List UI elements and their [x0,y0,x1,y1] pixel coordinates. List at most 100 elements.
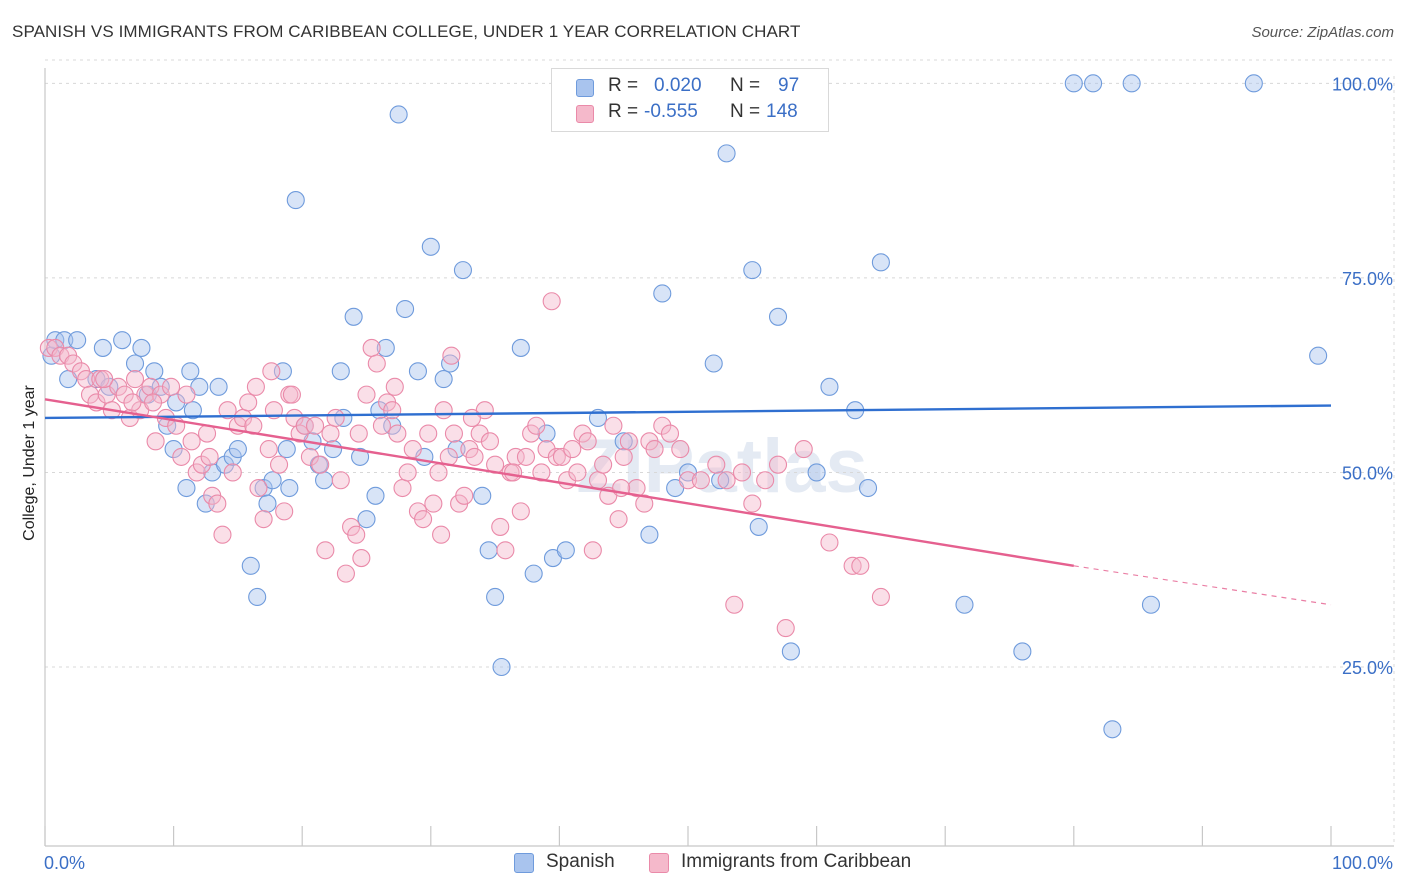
spanish-point [145,362,164,381]
spanish-swatch [514,853,534,873]
caribbean-point [660,424,680,443]
caribbean-point [583,541,602,560]
spanish-point [331,362,350,381]
caribbean-point [619,432,638,451]
spanish-point [447,440,466,459]
spanish-point [421,237,440,256]
caribbean-point [462,408,482,428]
caribbean-point [532,463,551,482]
spanish-point [1103,720,1122,739]
caribbean-point [347,525,366,544]
spanish-point [177,478,196,498]
spanish-point [286,191,305,210]
x-tick-label: 100.0% [1332,853,1393,873]
spanish-point [441,354,460,373]
caribbean-point [349,424,368,443]
caribbean-point [270,455,289,474]
caribbean-point [336,564,355,583]
caribbean-point [547,447,566,466]
caribbean-point [511,502,530,521]
caribbean-point [424,494,443,513]
caribbean-point [362,338,381,357]
caribbean-point [367,354,386,373]
caribbean-point [123,393,142,412]
spanish-point [151,377,170,396]
spanish-point [614,432,633,451]
caribbean-swatch [649,853,669,873]
x-tick-label: 0.0% [44,853,85,873]
spanish-point [743,261,762,280]
caribbean-point [678,471,698,490]
caribbean-point [393,478,412,498]
spanish-point [183,401,202,420]
caribbean-point [627,478,646,498]
spanish-point [640,525,659,544]
caribbean-point [768,455,788,474]
spanish-point [955,595,974,614]
spanish-point [717,144,736,163]
caribbean-point [614,447,633,466]
spanish-point [556,541,575,560]
spanish-point [1013,642,1032,661]
spanish-point [704,354,723,373]
y-tick-label: 50.0% [1342,463,1393,483]
spanish-point [277,440,296,459]
caribbean-point [444,424,463,443]
caribbean-point [282,385,301,404]
tick-labels: 25.0% 50.0% 75.0% 100.0% 0.0% 100.0% [44,74,1393,873]
spanish-point [1122,74,1141,93]
spanish-point [1141,595,1161,614]
axes [44,68,1394,847]
caribbean-point [542,292,561,311]
spanish-point [280,478,299,498]
spanish-point [324,440,343,459]
spanish-point [389,105,408,124]
caribbean-point [432,525,451,544]
spanish-point [1064,74,1083,93]
caribbean-point [218,401,237,420]
spanish-point [164,440,183,459]
caribbean-point [125,370,145,389]
spanish-point [248,587,267,607]
caribbean-point [516,447,536,466]
caribbean-point [146,432,165,451]
spanish-point [215,455,235,474]
caribbean-point [200,447,219,466]
caribbean-point [388,424,407,443]
caribbean-point [465,447,484,466]
caribbean-point [635,494,654,513]
n-value: 97 [778,75,800,96]
caribbean-point [331,471,350,490]
caribbean-point [671,440,690,459]
caribbean-point [275,502,294,521]
y-tick-label: 25.0% [1342,658,1393,678]
spanish-point [524,564,543,583]
caribbean-point [480,432,500,451]
caribbean-point [262,362,281,381]
caribbean-points [39,292,890,638]
caribbean-point [192,455,211,474]
spanish-point [1309,346,1328,365]
spanish-point [93,338,112,357]
caribbean-point [653,416,672,435]
caribbean-point [496,541,515,560]
caribbean-point [594,455,613,474]
spanish-point [357,510,376,529]
n-label: N = [730,75,761,96]
caribbean-point [306,416,325,435]
caribbean-trend-line [44,398,1074,568]
caribbean-point [578,432,597,451]
caribbean-point [414,510,433,529]
trend-lines [44,398,1332,606]
spanish-point [1244,74,1263,93]
caribbean-point [357,385,376,404]
spanish-point [315,471,334,490]
caribbean-point [434,401,453,420]
caribbean-point [244,416,263,435]
legend-label: Spanish [546,851,615,872]
caribbean-point [115,385,134,404]
caribbean-point [143,393,163,412]
caribbean-point [491,517,510,536]
caribbean-point [403,440,422,459]
